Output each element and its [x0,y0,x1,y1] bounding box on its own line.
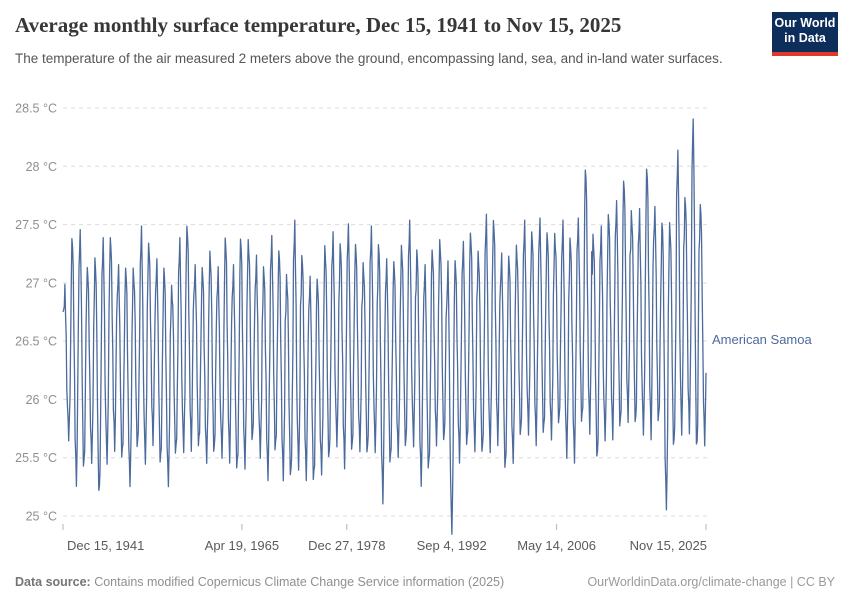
x-tick-label: May 14, 2006 [517,538,596,553]
chart-title: Average monthly surface temperature, Dec… [15,13,622,37]
data-source-label: Data source: [15,575,91,589]
x-tick-label: Apr 19, 1965 [205,538,279,553]
y-tick-label: 28.5 °C [15,102,57,116]
owid-logo-line1: Our World [774,16,836,30]
entity-label[interactable]: American Samoa [712,332,812,347]
x-tick-label: Nov 15, 2025 [630,538,707,553]
plot-area[interactable] [63,94,706,536]
data-source-note: Data source: Contains modified Copernicu… [15,575,504,589]
y-tick-label: 27 °C [26,276,57,290]
y-tick-label: 25 °C [26,510,57,524]
owid-license-link[interactable]: OurWorldinData.org/climate-change | CC B… [587,575,835,589]
temperature-line [62,118,707,535]
chart-footer: Data source: Contains modified Copernicu… [15,575,835,589]
y-tick-label: 25.5 °C [15,451,57,465]
x-tick-label: Dec 15, 1941 [67,538,144,553]
y-tick-label: 26 °C [26,393,57,407]
y-tick-label: 26.5 °C [15,335,57,349]
owid-logo-line2: in Data [784,31,826,45]
owid-logo[interactable]: Our World in Data [772,12,838,56]
y-tick-label: 28 °C [26,160,57,174]
chart-subtitle: The temperature of the air measured 2 me… [15,51,723,66]
y-tick-label: 27.5 °C [15,218,57,232]
x-tick-label: Sep 4, 1992 [417,538,487,553]
x-tick-label: Dec 27, 1978 [308,538,385,553]
data-source-text: Contains modified Copernicus Climate Cha… [90,575,505,589]
